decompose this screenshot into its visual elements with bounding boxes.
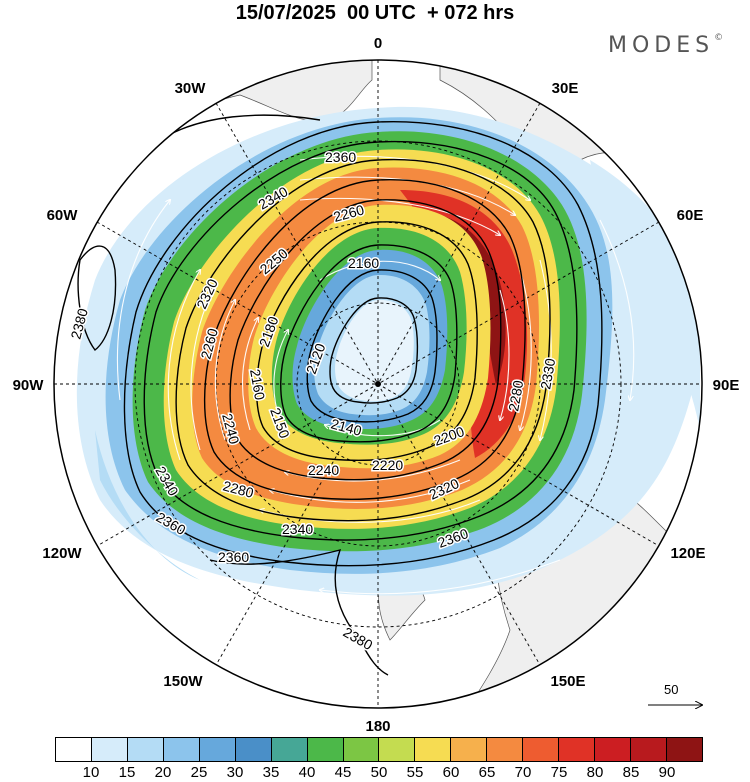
- colorbar-swatch: [91, 738, 128, 761]
- colorbar-swatch: [379, 738, 416, 761]
- brand-name: MODES: [608, 33, 715, 58]
- lon-label-0: 0: [374, 35, 382, 52]
- copyright-mark: ©: [714, 33, 724, 43]
- colorbar-tick-label: 25: [190, 764, 208, 781]
- colorbar-labels: 10 15 20 25 30 35 40 45 50 55 60 65 70 75 80 85 90: [55, 764, 703, 782]
- colorbar-tick-label: 70: [514, 764, 532, 781]
- contour-label: 2220: [372, 457, 403, 473]
- contour-label: 2360: [325, 149, 356, 165]
- colorbar-tick-label: 45: [334, 764, 352, 781]
- colorbar-swatch: [343, 738, 380, 761]
- colorbar-swatch: [631, 738, 667, 761]
- colorbar-tick-label: 55: [406, 764, 424, 781]
- lon-label-90e: 90E: [713, 377, 740, 394]
- lon-label-60w: 60W: [47, 207, 79, 224]
- lon-label-30w: 30W: [175, 80, 207, 97]
- colorbar-tick-label: 30: [226, 764, 244, 781]
- map-boundary: [53, 59, 703, 709]
- colorbar-swatch: [271, 738, 308, 761]
- map-title: 15/07/2025 00 UTC + 072 hrs: [235, 2, 515, 24]
- colorbar: [55, 737, 703, 762]
- colorbar-tick-label: 90: [658, 764, 676, 781]
- height-contours: [77, 114, 603, 676]
- contour-label: 2280: [505, 379, 526, 413]
- colorbar-tick-label: 50: [370, 764, 388, 781]
- colorbar-tick-label: 35: [262, 764, 280, 781]
- colorbar-swatch: [451, 738, 488, 761]
- colorbar-swatch: [559, 738, 596, 761]
- colorbar-tick-label: 65: [478, 764, 496, 781]
- contour-label: 2360: [218, 549, 249, 565]
- colorbar-swatch: [199, 738, 236, 761]
- reference-vector-label: 50: [664, 682, 679, 697]
- colorbar-tick-label: 40: [298, 764, 316, 781]
- lon-label-120e: 120E: [670, 545, 705, 562]
- contour-label: 2160: [348, 255, 379, 271]
- lon-label-180: 180: [365, 718, 390, 735]
- colorbar-swatch: [487, 738, 524, 761]
- colorbar-swatch: [56, 738, 92, 761]
- colorbar-swatch: [523, 738, 560, 761]
- contour-label: 2340: [282, 521, 313, 537]
- longitude-labels: 0 30E 60E 90E 120E 150E 180 150W 120W 90…: [13, 35, 740, 735]
- band-outer-patch-sw: [95, 430, 200, 580]
- colorbar-swatch: [666, 738, 702, 761]
- colorbar-tick-label: 80: [586, 764, 604, 781]
- lon-label-90w: 90W: [13, 377, 45, 394]
- polar-map: 2360 2340 2260 2250 2320 2260 2160 2180 …: [13, 35, 740, 735]
- lon-label-150w: 150W: [163, 673, 203, 690]
- lon-label-30e: 30E: [552, 80, 579, 97]
- brand-logo: MODES©: [608, 33, 723, 58]
- map-disc: 2360 2340 2260 2250 2320 2260 2160 2180 …: [54, 60, 702, 708]
- colorbar-tick-label: 85: [622, 764, 640, 781]
- contour-label: 2240: [308, 462, 339, 478]
- lon-label-60e: 60E: [677, 207, 704, 224]
- colorbar-swatch: [163, 738, 200, 761]
- colorbar-tick-label: 20: [154, 764, 172, 781]
- pole-marker: [375, 381, 381, 387]
- lon-label-150e: 150E: [550, 673, 585, 690]
- colorbar-swatch: [235, 738, 272, 761]
- colorbar-tick-label: 15: [118, 764, 136, 781]
- colorbar-swatch: [127, 738, 164, 761]
- colorbar-tick-label: 75: [550, 764, 568, 781]
- lon-label-120w: 120W: [42, 545, 82, 562]
- colorbar-swatch: [595, 738, 631, 761]
- colorbar-swatch: [307, 738, 344, 761]
- band-outer-patch: [590, 160, 700, 430]
- colorbar-swatch: [415, 738, 452, 761]
- band-inner-10: [335, 299, 414, 402]
- colorbar-tick-label: 60: [442, 764, 460, 781]
- colorbar-tick-label: 10: [82, 764, 100, 781]
